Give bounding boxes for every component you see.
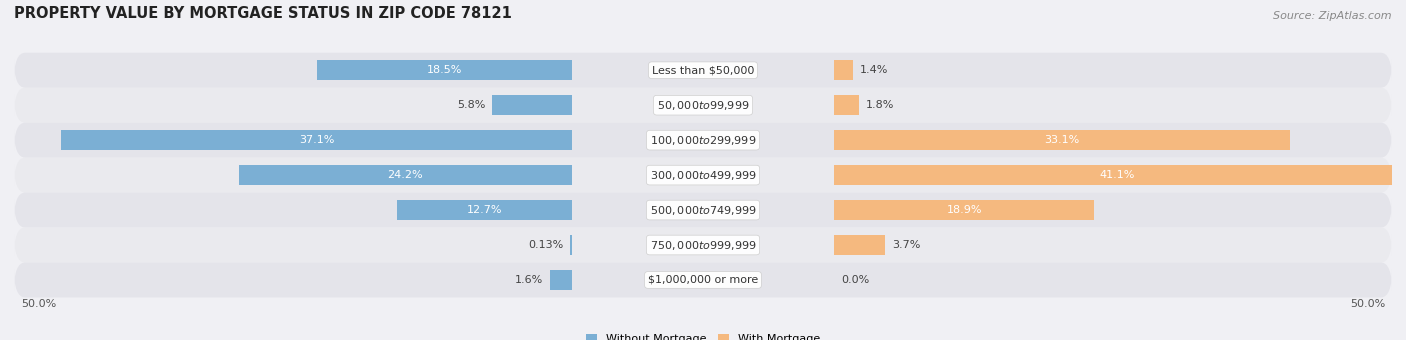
FancyBboxPatch shape (14, 227, 1392, 262)
Text: $1,000,000 or more: $1,000,000 or more (648, 275, 758, 285)
Text: $50,000 to $99,999: $50,000 to $99,999 (657, 99, 749, 112)
Bar (834, 130, 1289, 150)
Text: 18.9%: 18.9% (946, 205, 981, 215)
Text: 41.1%: 41.1% (1099, 170, 1135, 180)
Text: 3.7%: 3.7% (891, 240, 920, 250)
FancyBboxPatch shape (14, 123, 1392, 158)
Text: 0.13%: 0.13% (529, 240, 564, 250)
Text: 1.6%: 1.6% (515, 275, 543, 285)
Bar (239, 165, 572, 185)
Text: Less than $50,000: Less than $50,000 (652, 65, 754, 75)
Text: 5.8%: 5.8% (457, 100, 485, 110)
Text: 50.0%: 50.0% (1350, 299, 1385, 309)
Text: 1.8%: 1.8% (866, 100, 894, 110)
Bar (60, 130, 572, 150)
Bar (396, 200, 572, 220)
Legend: Without Mortgage, With Mortgage: Without Mortgage, With Mortgage (582, 329, 824, 340)
Bar (834, 200, 1094, 220)
Bar (834, 95, 859, 115)
Bar (571, 235, 572, 255)
Text: 33.1%: 33.1% (1045, 135, 1080, 145)
Text: 24.2%: 24.2% (388, 170, 423, 180)
Text: 1.4%: 1.4% (860, 65, 889, 75)
Text: 37.1%: 37.1% (299, 135, 335, 145)
Text: $300,000 to $499,999: $300,000 to $499,999 (650, 169, 756, 182)
Text: 0.0%: 0.0% (841, 275, 869, 285)
Bar (318, 60, 572, 80)
FancyBboxPatch shape (14, 158, 1392, 192)
Text: 12.7%: 12.7% (467, 205, 502, 215)
Text: Source: ZipAtlas.com: Source: ZipAtlas.com (1274, 11, 1392, 21)
FancyBboxPatch shape (14, 262, 1392, 298)
Bar (834, 165, 1400, 185)
Bar (834, 235, 884, 255)
FancyBboxPatch shape (14, 192, 1392, 227)
Text: 18.5%: 18.5% (427, 65, 463, 75)
Text: 50.0%: 50.0% (21, 299, 56, 309)
Text: $100,000 to $299,999: $100,000 to $299,999 (650, 134, 756, 147)
FancyBboxPatch shape (14, 88, 1392, 123)
FancyBboxPatch shape (14, 53, 1392, 88)
Text: $500,000 to $749,999: $500,000 to $749,999 (650, 204, 756, 217)
Text: PROPERTY VALUE BY MORTGAGE STATUS IN ZIP CODE 78121: PROPERTY VALUE BY MORTGAGE STATUS IN ZIP… (14, 6, 512, 21)
Bar (492, 95, 572, 115)
Text: $750,000 to $999,999: $750,000 to $999,999 (650, 239, 756, 252)
Bar (834, 60, 853, 80)
Bar (550, 270, 572, 290)
